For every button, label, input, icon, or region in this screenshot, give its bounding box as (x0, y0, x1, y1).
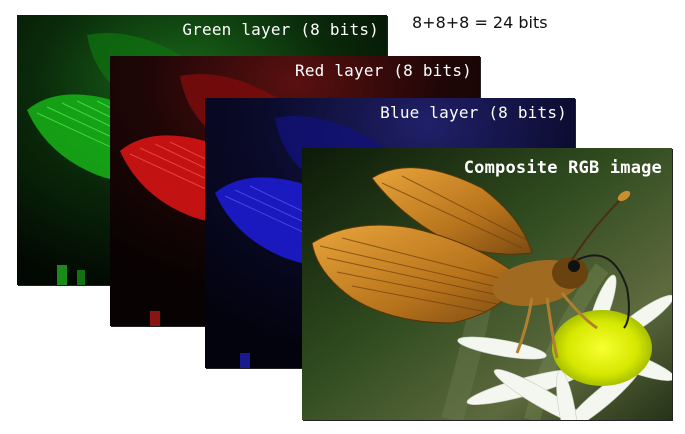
composite-layer-caption: Composite RGB image (463, 158, 662, 178)
composite-butterfly-icon (302, 148, 672, 420)
composite-rgb-panel: Composite RGB image (302, 148, 672, 420)
bits-equation: 8+8+8 = 24 bits (412, 13, 548, 32)
green-layer-caption: Green layer (8 bits) (182, 20, 379, 39)
skipper-butterfly-icon (311, 167, 631, 359)
red-layer-caption: Red layer (8 bits) (295, 61, 472, 80)
daisy-flower-icon (457, 274, 672, 420)
blue-layer-caption: Blue layer (8 bits) (380, 103, 567, 122)
